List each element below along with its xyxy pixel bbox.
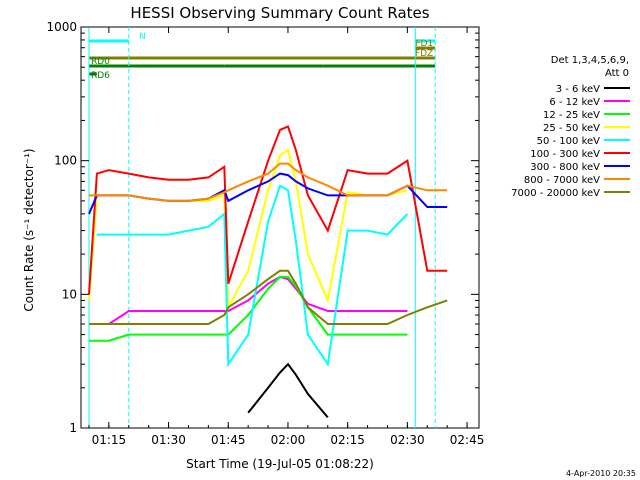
legend-label-2: 12 - 25 keV (543, 110, 600, 121)
x-tick-label-3: 02:00 (271, 433, 306, 447)
flag-label-rd0: RD0 (91, 57, 110, 67)
time-markers (88, 27, 436, 428)
x-tick-label-2: 01:45 (211, 433, 246, 447)
y-tick-label-0: 1 (69, 421, 77, 435)
series-lines (88, 125, 448, 419)
legend-header-1: Att 0 (605, 68, 629, 79)
x-tick-label-4: 02:15 (330, 433, 365, 447)
y-tick-label-1: 10 (62, 287, 77, 301)
x-tick-label-5: 02:30 (390, 433, 425, 447)
series-line-5 (88, 125, 448, 295)
legend-label-7: 800 - 7000 keV (524, 175, 600, 186)
footer-timestamp: 4-Apr-2010 20:35 (566, 469, 636, 478)
legend-label-6: 300 - 800 keV (530, 162, 600, 173)
axes: 01:15 01:30 01:45 02:00 02:15 02:30 02:45 1 10 10… (46, 20, 484, 447)
plot-frame (80, 26, 480, 429)
series-line-1 (89, 275, 408, 325)
series-line-4 (96, 184, 409, 368)
legend-label-4: 50 - 100 keV (537, 136, 601, 147)
legend-label-8: 7000 - 20000 keV (511, 188, 600, 199)
chart-title: HESSI Observing Summary Count Rates (130, 4, 429, 22)
plot-area (80, 26, 480, 429)
flag-label-fdz: FDZ (415, 49, 433, 59)
legend-label-0: 3 - 6 keV (556, 84, 600, 95)
flag-label-rd6: RD6 (91, 71, 110, 81)
legend: Det 1,3,4,5,6,9, Att 0 3 - 6 keV 6 - 12 keV… (511, 55, 630, 199)
x-tick-label-6: 02:45 (450, 433, 485, 447)
x-tick-label-1: 01:30 (151, 433, 186, 447)
series-line-0 (247, 362, 329, 419)
y-tick-label-3: 1000 (46, 20, 77, 34)
flag-label-n: N (139, 32, 146, 42)
x-axis-label: Start Time (19-Jul-05 01:08:22) (186, 457, 374, 471)
series-line-7 (89, 162, 448, 202)
y-axis-label: Count Rate (s⁻¹ detector⁻¹) (22, 148, 36, 311)
y-tick-label-2: 100 (54, 154, 77, 168)
x-tick-label-0: 01:15 (92, 433, 127, 447)
legend-label-1: 6 - 12 keV (549, 97, 600, 108)
series-line-3 (88, 148, 408, 311)
legend-label-3: 25 - 50 keV (543, 123, 600, 134)
legend-label-5: 100 - 300 keV (530, 149, 600, 160)
series-line-2 (89, 275, 408, 342)
flag-label-fd1: FD1 (415, 39, 433, 49)
series-line-8 (89, 269, 448, 325)
legend-header-0: Det 1,3,4,5,6,9, (551, 55, 629, 66)
